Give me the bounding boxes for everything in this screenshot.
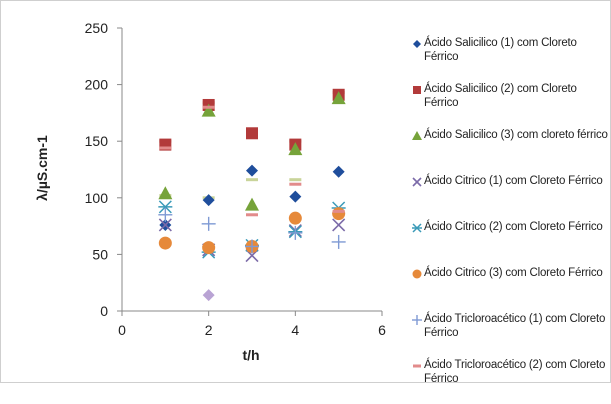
data-point xyxy=(201,103,216,117)
legend-label: Ácido Salicilico (3) com cloreto férrico xyxy=(424,129,608,141)
legend-marker xyxy=(413,86,421,94)
legend-label: Ácido Citrico (1) com Cloreto Férrico xyxy=(424,175,603,187)
legend-marker-shape xyxy=(412,269,422,279)
data-point xyxy=(246,178,258,182)
x-axis-label: t/h xyxy=(242,347,259,363)
chart-frame xyxy=(0,0,611,383)
x-tick-label: 0 xyxy=(118,322,126,338)
data-point xyxy=(332,209,345,213)
legend-item: Ácido Citrico (1) com Cloreto Férrico xyxy=(412,174,608,220)
data-point xyxy=(202,105,215,109)
data-point xyxy=(246,164,258,177)
data-point xyxy=(332,218,346,232)
legend-label: Ácido Tricloroacético (2) com Cloreto Fé… xyxy=(424,359,606,385)
legend-marker xyxy=(412,269,422,279)
x-tick-label: 4 xyxy=(291,322,299,338)
data-point xyxy=(331,234,346,249)
data-point xyxy=(201,216,216,231)
legend-marker-shape xyxy=(412,177,422,187)
data-point xyxy=(331,91,346,105)
data-point xyxy=(245,197,259,211)
data-point xyxy=(202,241,216,255)
data-point xyxy=(332,207,346,221)
legend-marker-shape xyxy=(413,86,421,94)
data-point xyxy=(158,218,172,232)
data-point xyxy=(288,211,302,225)
y-axis-label: λ/µS.cm-1 xyxy=(34,135,50,201)
data-point xyxy=(246,127,258,140)
legend-marker xyxy=(412,315,422,325)
data-point xyxy=(289,190,302,203)
data-point xyxy=(158,236,172,250)
legend-label: Ácido Citrico (2) com Cloreto Férrico xyxy=(424,221,603,233)
legend-label: Ácido Tricloroacético (1) com Cloreto Fé… xyxy=(424,313,606,339)
data-point xyxy=(202,194,215,207)
y-tick-label: 250 xyxy=(85,20,109,36)
data-point xyxy=(158,186,173,200)
y-tick-label: 0 xyxy=(100,303,108,319)
data-point xyxy=(245,239,259,254)
legend-marker-shape xyxy=(412,223,422,233)
legend-item: Ácido Salicilico (3) com cloreto férrico xyxy=(412,128,608,174)
legend-marker xyxy=(413,40,421,48)
data-point xyxy=(289,182,302,186)
legend-marker xyxy=(412,177,422,187)
legend-marker-shape xyxy=(413,40,421,48)
legend-marker-shape xyxy=(412,131,422,140)
data-point xyxy=(289,178,302,182)
legend-label: Ácido Citrico (3) com Cloreto Férrico xyxy=(424,267,603,279)
plot-area xyxy=(121,28,382,312)
data-point xyxy=(158,207,173,222)
x-axis-ticks: 0 2 4 6 xyxy=(118,311,386,338)
legend-item: Ácido Tricloroacético (2) com Cloreto Fé… xyxy=(412,358,608,404)
y-tick-label: 100 xyxy=(85,190,109,206)
data-point xyxy=(246,213,258,217)
data-point xyxy=(288,142,303,156)
legend-item: Ácido Citrico (2) com Cloreto Férrico xyxy=(412,220,608,266)
legend-item: Ácido Salicilico (2) com Cloreto Férrico xyxy=(412,82,608,128)
legend-item: Ácido Citrico (3) com Cloreto Férrico xyxy=(412,266,608,312)
legend-marker xyxy=(413,364,421,368)
legend-item: Ácido Tricloroacético (1) com Cloreto Fé… xyxy=(412,312,608,358)
legend: Ácido Salicilico (1) com Cloreto Férrico… xyxy=(412,36,608,404)
legend-marker xyxy=(412,131,422,140)
legend-label: Ácido Salicilico (2) com Cloreto Férrico xyxy=(424,83,577,109)
data-points xyxy=(158,88,346,302)
data-point xyxy=(158,200,173,214)
legend-item: Ácido Salicilico (1) com Cloreto Férrico xyxy=(412,36,608,82)
legend-marker-shape xyxy=(413,364,421,368)
data-point xyxy=(288,225,303,240)
legend-marker xyxy=(412,223,422,233)
data-point xyxy=(159,146,172,150)
x-tick-label: 6 xyxy=(378,322,386,338)
x-tick-label: 2 xyxy=(205,322,213,338)
y-tick-label: 150 xyxy=(85,133,109,149)
data-point xyxy=(202,289,215,302)
legend-marker-shape xyxy=(412,315,422,325)
scatter-chart: 0 50 100 150 200 250 0 2 4 6 t/h λ/µS.cm-1 xyxy=(34,20,386,363)
y-axis-ticks: 0 50 100 150 200 250 xyxy=(85,20,122,319)
y-tick-label: 50 xyxy=(92,246,108,262)
y-tick-label: 200 xyxy=(85,77,109,93)
legend-label: Ácido Salicilico (1) com Cloreto Férrico xyxy=(424,37,577,63)
data-point xyxy=(332,165,345,178)
